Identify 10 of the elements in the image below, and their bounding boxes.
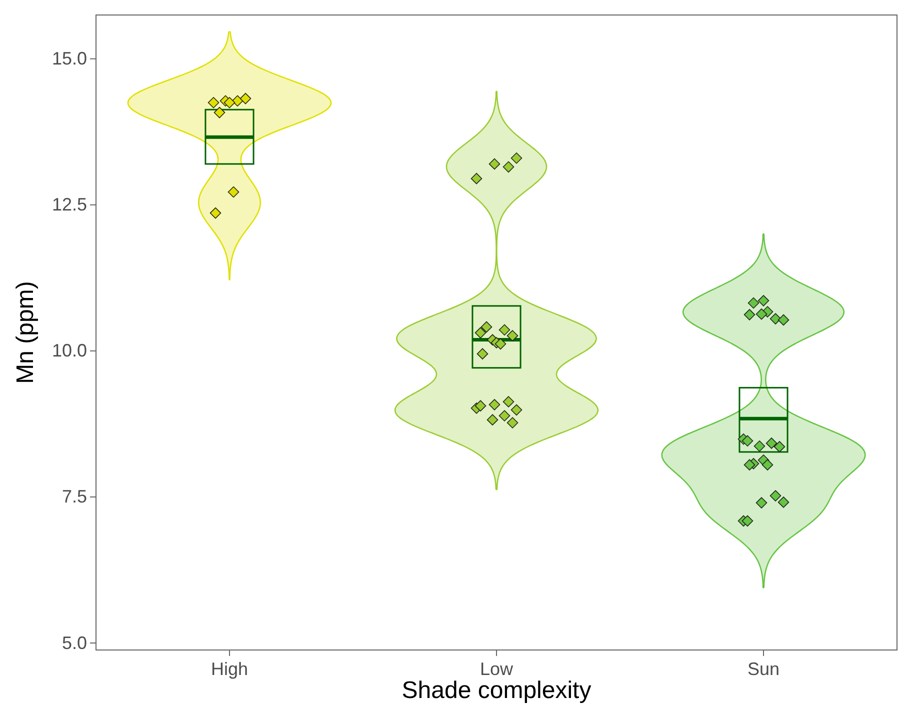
x-tick-label: Sun: [747, 659, 780, 680]
x-tick-label: Low: [480, 659, 514, 680]
y-tick-label: 10.0: [52, 340, 87, 361]
y-axis-title: Mn (ppm): [12, 281, 39, 384]
y-tick-label: 7.5: [62, 486, 87, 507]
y-tick-label: 5.0: [62, 632, 87, 653]
y-tick-label: 15.0: [52, 48, 87, 69]
x-tick-label: High: [210, 659, 248, 680]
y-tick-label: 12.5: [52, 194, 87, 215]
x-axis-title: Shade complexity: [402, 677, 592, 704]
